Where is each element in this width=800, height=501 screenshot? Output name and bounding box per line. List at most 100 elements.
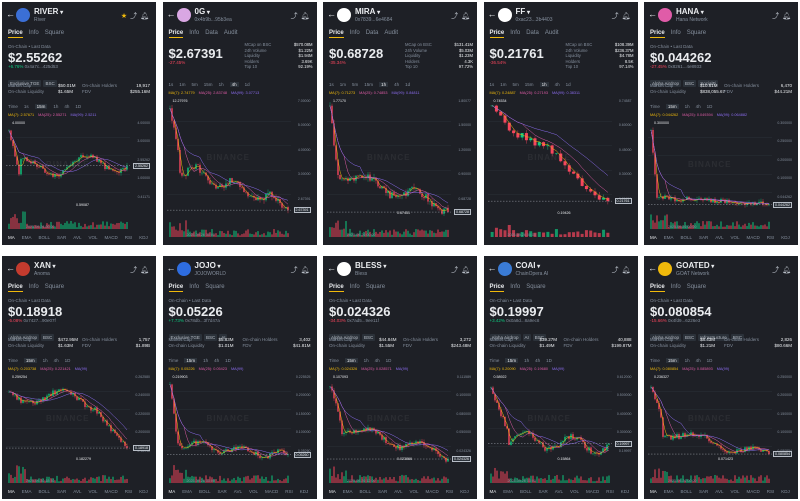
timeframe-option[interactable]: 1m (500, 82, 507, 87)
timeframe-option[interactable]: 15m (23, 358, 37, 363)
price-chart[interactable]: BINANCE 0.111589 0.100000 0.080000 0.050000 0… (327, 373, 473, 483)
share-icon[interactable]: ⤴ (130, 267, 141, 274)
timeframe-option[interactable]: 5m (191, 82, 198, 87)
indicator-option[interactable]: KDJ (620, 489, 630, 494)
tab-price[interactable]: Price (168, 30, 184, 38)
indicator-option[interactable]: MACD (425, 489, 439, 494)
price-chart[interactable]: BINANCE 7.00000 5.00000 4.00000 3.00000 2.673… (166, 97, 313, 237)
tag-badge[interactable]: Alpha Airdrop (329, 334, 361, 341)
timeframe-option[interactable]: 1D (385, 358, 392, 363)
tag-badge[interactable]: Exclusive TGE (168, 334, 202, 341)
indicator-option[interactable]: MACD (746, 235, 760, 240)
tag-badge[interactable]: Alpha Airdrop (489, 334, 521, 341)
indicator-option[interactable]: AVL (715, 489, 724, 494)
indicator-option[interactable]: SAR (538, 489, 548, 494)
indicator-option[interactable]: MA (650, 489, 657, 494)
tab-info[interactable]: Info (670, 30, 681, 36)
tab-info[interactable]: Info (28, 284, 39, 290)
timeframe-option[interactable]: 1d (244, 82, 250, 87)
tab-data[interactable]: Data (205, 30, 218, 36)
candlestick-chart[interactable] (6, 119, 152, 229)
timeframe-option[interactable]: 4h (229, 82, 239, 87)
tag-badge[interactable]: BSC (203, 334, 218, 341)
timeframe-option[interactable]: 1D (546, 358, 552, 363)
timeframe-option[interactable]: 15m (203, 82, 213, 87)
timeframe-option[interactable]: 1h (53, 104, 59, 109)
candlestick-chart[interactable] (487, 373, 634, 483)
token-symbol[interactable]: JOJO ▾ (195, 261, 221, 270)
share-icon[interactable]: ⤴ (611, 13, 622, 20)
tag-badge[interactable]: Alpha Airdrop (650, 334, 682, 341)
timeframe-option[interactable]: 1h (218, 82, 224, 87)
timeframe-option[interactable]: 1h (524, 358, 530, 363)
indicator-option[interactable]: BOLL (38, 489, 51, 494)
share-icon[interactable]: ⤴ (290, 13, 301, 20)
timeframe-option[interactable]: 1s (23, 104, 29, 109)
indicator-option[interactable]: MA (168, 489, 176, 494)
tab-square[interactable]: Square (44, 284, 65, 290)
indicator-option[interactable]: RSI (445, 489, 454, 494)
token-symbol[interactable]: FF ▾ (516, 7, 530, 16)
indicator-option[interactable]: RSI (285, 489, 293, 494)
tag-badge[interactable]: Exclusive TGE (8, 80, 42, 87)
timeframe-option[interactable]: 15m (34, 104, 48, 109)
indicator-option[interactable]: RSI (766, 235, 775, 240)
indicator-option[interactable]: MACD (746, 489, 760, 494)
timeframe-option[interactable]: 1h (379, 82, 389, 87)
contract-address[interactable]: 0x7427...90e07f (23, 318, 56, 323)
share-icon[interactable]: ⤴ (290, 267, 301, 274)
indicator-option[interactable]: MACD (104, 235, 118, 240)
indicator-option[interactable]: RSI (124, 235, 133, 240)
timeframe-option[interactable]: 1D (75, 104, 82, 109)
candlestick-chart[interactable] (648, 373, 794, 483)
tab-square[interactable]: Square (44, 30, 65, 36)
contract-address[interactable]: 0x4fd9...6226e3 (668, 318, 701, 323)
tab-audit[interactable]: Audit (223, 30, 238, 36)
timeframe-option[interactable]: 4h (535, 358, 541, 363)
token-symbol[interactable]: GOATED ▾ (676, 261, 714, 270)
indicator-option[interactable]: EMA (21, 489, 32, 494)
tab-data[interactable]: Data (526, 30, 539, 36)
arrow-left-icon[interactable]: ← (6, 9, 15, 19)
arrow-left-icon[interactable]: ← (487, 9, 497, 19)
timeframe-option[interactable]: 1D (706, 358, 713, 363)
timeframe-option[interactable]: 15m (665, 104, 679, 109)
arrow-left-icon[interactable]: ← (648, 263, 657, 273)
bell-icon[interactable]: 🔔︎ (461, 13, 473, 20)
share-icon[interactable]: ⤴ (130, 13, 141, 20)
token-symbol[interactable]: MIRA ▾ (355, 7, 380, 16)
indicator-option[interactable]: EMA (663, 235, 674, 240)
tag-badge[interactable]: BSC (683, 80, 697, 87)
tag-badge[interactable]: BSC (683, 334, 697, 341)
tag-badge[interactable]: BSC (43, 80, 57, 87)
timeframe-option[interactable]: 15m (665, 358, 679, 363)
tab-price[interactable]: Price (329, 284, 344, 292)
indicator-option[interactable]: BOLL (38, 235, 51, 240)
candlestick-chart[interactable] (327, 97, 473, 237)
indicator-option[interactable]: KDJ (139, 235, 148, 240)
indicator-option[interactable]: VOL (730, 489, 740, 494)
share-icon[interactable]: ⤴ (611, 267, 622, 274)
timeframe-option[interactable]: 1h (684, 358, 690, 363)
tag-badge[interactable]: BSC (41, 334, 55, 341)
indicator-option[interactable]: AVL (73, 235, 82, 240)
indicator-option[interactable]: BOLL (199, 489, 211, 494)
indicator-option[interactable]: AVL (233, 489, 242, 494)
timeframe-option[interactable]: 1h (684, 104, 690, 109)
indicator-option[interactable]: MACD (585, 489, 600, 494)
indicator-option[interactable]: MA (329, 489, 336, 494)
tab-price[interactable]: Price (8, 284, 23, 292)
indicator-option[interactable]: AVL (73, 489, 82, 494)
share-icon[interactable]: ⤴ (451, 267, 462, 274)
price-chart[interactable]: BINANCE 4.00000 3.00000 2.55262 1.00000 0.411… (6, 119, 152, 229)
timeframe-option[interactable]: 5m (512, 82, 519, 87)
bell-icon[interactable]: 🔔︎ (621, 267, 634, 274)
arrow-left-icon[interactable]: ← (648, 9, 657, 19)
indicator-option[interactable]: KDJ (781, 489, 790, 494)
indicator-option[interactable]: VOL (409, 489, 419, 494)
bell-icon[interactable]: 🔔︎ (621, 13, 634, 20)
candlestick-chart[interactable] (166, 373, 313, 483)
indicator-option[interactable]: MACD (104, 489, 118, 494)
arrow-left-icon[interactable]: ← (6, 263, 15, 273)
price-chart[interactable]: BINANCE 0.74587 0.60000 0.45000 0.30000 0.217… (487, 97, 634, 237)
